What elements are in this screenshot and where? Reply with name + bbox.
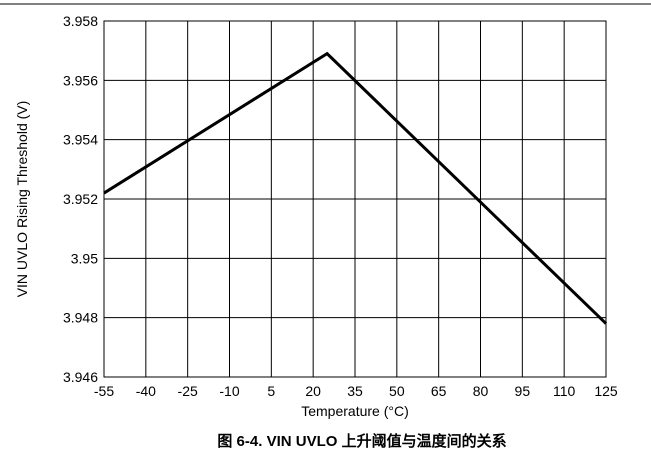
grid <box>103 20 607 378</box>
y-axis-title: VIN UVLO Rising Threshold (V) <box>14 101 30 298</box>
y-tick-label: 3.95 <box>71 250 98 266</box>
figure-caption: 图 6-4. VIN UVLO 上升阈值与温度间的关系 <box>217 432 506 450</box>
y-tick-labels: 3.946 3.948 3.95 3.952 3.954 3.956 3.958 <box>63 13 98 385</box>
x-tick-label: -55 <box>94 383 114 399</box>
x-tick-label: 95 <box>515 383 531 399</box>
x-axis-title: Temperature (°C) <box>301 403 409 419</box>
x-tick-label: 35 <box>347 383 363 399</box>
y-tick-label: 3.958 <box>63 13 98 29</box>
x-tick-label: 110 <box>553 383 576 399</box>
x-tick-labels: -55 -40 -25 -10 5 20 35 50 65 80 95 110 125 <box>94 383 618 399</box>
x-tick-label: 65 <box>431 383 447 399</box>
y-tick-label: 3.952 <box>63 191 98 207</box>
x-tick-label: 125 <box>594 383 618 399</box>
x-tick-label: -10 <box>219 383 239 399</box>
x-tick-label: 5 <box>267 383 275 399</box>
y-tick-label: 3.948 <box>63 310 98 326</box>
x-tick-label: 50 <box>389 383 405 399</box>
data-series <box>103 51 608 325</box>
y-tick-label: 3.954 <box>63 132 98 148</box>
x-tick-label: 20 <box>305 383 321 399</box>
x-tick-label: -25 <box>178 383 198 399</box>
x-tick-label: -40 <box>136 383 156 399</box>
x-tick-label: 80 <box>473 383 489 399</box>
y-tick-label: 3.956 <box>63 72 98 88</box>
plot-area <box>103 20 607 378</box>
y-tick-label: 3.946 <box>63 369 98 385</box>
